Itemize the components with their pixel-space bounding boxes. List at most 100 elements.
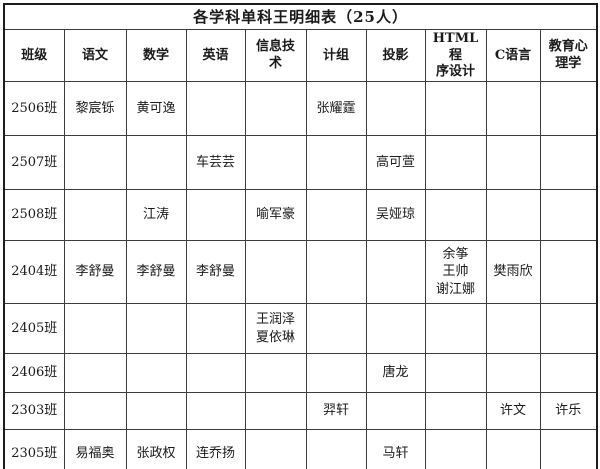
cell-projection: 高可萱	[365, 135, 426, 190]
cell-info-tech	[244, 392, 307, 430]
header-class: 班级	[3, 29, 65, 82]
cell-html-programming	[424, 189, 487, 241]
cell-computer-org	[305, 189, 367, 241]
cell-edu-psychology	[539, 135, 598, 190]
cell-chinese	[63, 189, 127, 241]
cell-computer-org	[305, 240, 367, 304]
table-row: 2303班 羿轩 许文 许乐	[3, 392, 598, 430]
cell-english: 车芸芸	[185, 135, 246, 190]
cell-html-programming	[424, 81, 487, 136]
table-row: 2404班 李舒曼 李舒曼 李舒曼 余筝 王帅 谢江娜 樊雨欣	[3, 240, 598, 304]
header-english: 英语	[185, 29, 246, 82]
cell-computer-org	[305, 429, 367, 469]
cell-info-tech	[244, 81, 307, 136]
cell-math	[125, 303, 187, 354]
cell-class: 2406班	[3, 353, 65, 393]
cell-html-programming	[424, 303, 487, 354]
cell-english	[185, 303, 246, 354]
cell-english	[185, 392, 246, 430]
cell-class: 2507班	[3, 135, 65, 190]
cell-html-programming	[424, 135, 487, 190]
cell-chinese	[63, 353, 127, 393]
cell-computer-org	[305, 135, 367, 190]
cell-html-programming	[424, 392, 487, 430]
cell-c-language	[485, 135, 541, 190]
cell-math	[125, 135, 187, 190]
cell-edu-psychology: 许乐	[539, 392, 598, 430]
cell-info-tech	[244, 135, 307, 190]
cell-chinese: 易福奥	[63, 429, 127, 469]
header-c-language: C语言	[485, 29, 541, 82]
cell-computer-org: 羿轩	[305, 392, 367, 430]
cell-projection	[365, 392, 426, 430]
cell-math	[125, 353, 187, 393]
table-row: 2507班 车芸芸 高可萱	[3, 135, 598, 190]
cell-projection: 马轩	[365, 429, 426, 469]
cell-english: 连乔扬	[185, 429, 246, 469]
cell-chinese	[63, 303, 127, 354]
cell-info-tech: 王润泽 夏依琳	[244, 303, 307, 354]
cell-chinese	[63, 392, 127, 430]
header-computer-org: 计组	[305, 29, 367, 82]
table-header-row: 班级 语文 数学 英语 信息技 术 计组 投影 HTML程 序设计 C语言 教育…	[3, 29, 598, 82]
cell-class: 2405班	[3, 303, 65, 354]
cell-class: 2305班	[3, 429, 65, 469]
cell-chinese: 黎宸铄	[63, 81, 127, 136]
header-edu-psychology: 教育心 理学	[539, 29, 598, 82]
cell-chinese: 李舒曼	[63, 240, 127, 304]
cell-chinese	[63, 135, 127, 190]
cell-class: 2404班	[3, 240, 65, 304]
cell-english	[185, 189, 246, 241]
cell-c-language	[485, 303, 541, 354]
cell-math: 黄可逸	[125, 81, 187, 136]
cell-math: 李舒曼	[125, 240, 187, 304]
cell-html-programming: 余筝 王帅 谢江娜	[424, 240, 487, 304]
cell-projection: 吴娅琼	[365, 189, 426, 241]
cell-edu-psychology	[539, 353, 598, 393]
header-html-programming: HTML程 序设计	[424, 29, 487, 82]
table-row: 2508班 江涛 喻军豪 吴娅琼	[3, 189, 598, 241]
cell-edu-psychology	[539, 303, 598, 354]
subject-champions-table: 各学科单科王明细表（25人） 班级 语文 数学 英语 信息技 术 计组 投影 H…	[3, 3, 599, 469]
table-row: 2506班 黎宸铄 黄可逸 张耀霆	[3, 81, 598, 136]
cell-info-tech	[244, 429, 307, 469]
cell-english	[185, 81, 246, 136]
cell-math: 张政权	[125, 429, 187, 469]
header-projection: 投影	[365, 29, 426, 82]
header-math: 数学	[125, 29, 187, 82]
cell-edu-psychology	[539, 240, 598, 304]
cell-computer-org	[305, 303, 367, 354]
cell-projection	[365, 303, 426, 354]
table-row: 2305班 易福奥 张政权 连乔扬 马轩	[3, 429, 598, 469]
cell-c-language	[485, 429, 541, 469]
table-row: 2406班 唐龙	[3, 353, 598, 393]
cell-info-tech	[244, 240, 307, 304]
cell-class: 2303班	[3, 392, 65, 430]
cell-projection: 唐龙	[365, 353, 426, 393]
cell-html-programming	[424, 353, 487, 393]
cell-projection	[365, 240, 426, 304]
cell-english: 李舒曼	[185, 240, 246, 304]
cell-html-programming	[424, 429, 487, 469]
cell-c-language	[485, 353, 541, 393]
cell-edu-psychology	[539, 429, 598, 469]
cell-edu-psychology	[539, 189, 598, 241]
table-title: 各学科单科王明细表（25人）	[3, 3, 598, 31]
cell-class: 2508班	[3, 189, 65, 241]
cell-c-language: 樊雨欣	[485, 240, 541, 304]
cell-computer-org	[305, 353, 367, 393]
table-title-row: 各学科单科王明细表（25人）	[3, 3, 598, 31]
cell-edu-psychology	[539, 81, 598, 136]
header-info-tech: 信息技 术	[244, 29, 307, 82]
cell-math	[125, 392, 187, 430]
table-row: 2405班 王润泽 夏依琳	[3, 303, 598, 354]
cell-info-tech	[244, 353, 307, 393]
cell-c-language	[485, 189, 541, 241]
cell-projection	[365, 81, 426, 136]
cell-class: 2506班	[3, 81, 65, 136]
cell-computer-org: 张耀霆	[305, 81, 367, 136]
header-chinese: 语文	[63, 29, 127, 82]
cell-english	[185, 353, 246, 393]
cell-math: 江涛	[125, 189, 187, 241]
